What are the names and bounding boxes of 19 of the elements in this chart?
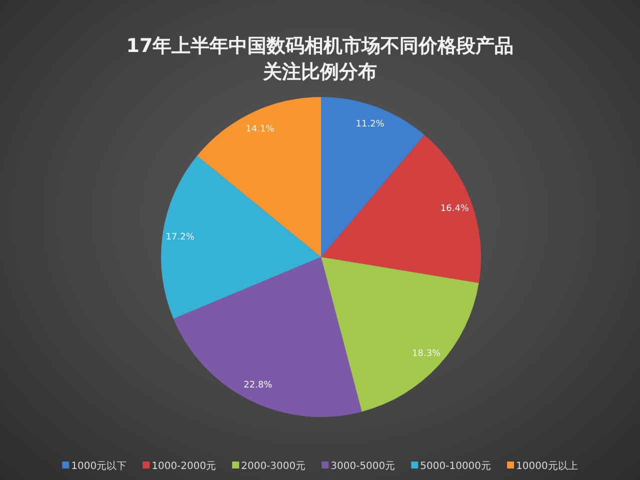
data-label: 14.1% [246,124,275,134]
pie-slice [173,257,362,417]
legend-label: 1000-2000元 [152,461,216,472]
data-label: 17.2% [166,232,195,242]
data-label: 18.3% [412,348,442,359]
chart-title: 17年上半年中国数码相机市场不同价格段产品关注比例分布 [126,35,514,83]
pie-slice [321,135,481,284]
legend-label: 1000元以下 [71,460,127,472]
data-label: 22.8% [244,380,273,391]
pie-slice [197,97,321,257]
pie-slice [321,97,425,257]
pie-slice [321,257,479,412]
legend-label: 2000-3000元 [241,461,306,472]
legend-label: 5000-10000元 [420,461,492,472]
legend-label: 3000-5000元 [330,461,396,472]
legend-label: 10000元以上 [516,460,578,472]
pie-slice [161,156,321,319]
data-label: 16.4% [440,204,470,214]
data-label: 11.2% [356,119,385,130]
